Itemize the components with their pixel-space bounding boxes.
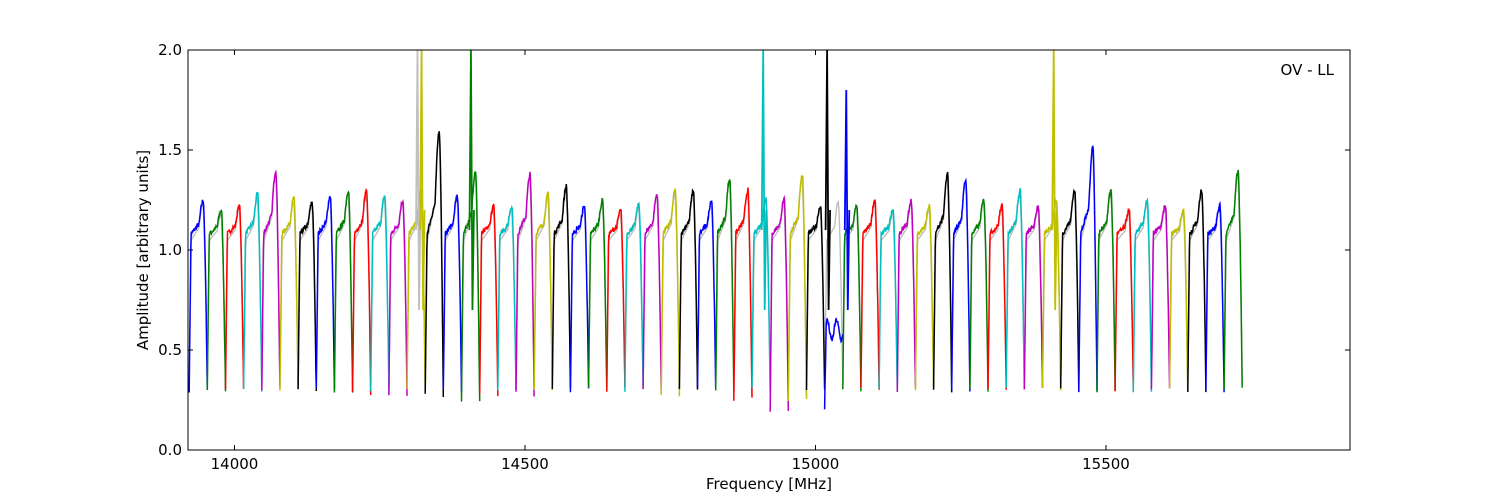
channel-trace (1023, 205, 1044, 390)
spike-mark (1051, 50, 1058, 311)
x-tick-label: 15500 (1082, 455, 1130, 473)
channel-trace (769, 194, 790, 412)
spike-mark (760, 50, 768, 311)
channel-trace (660, 188, 681, 397)
y-tick-label: 1.5 (158, 141, 182, 159)
y-axis-label: Amplitude [arbitrary units] (134, 150, 152, 350)
channel-trace (1223, 169, 1243, 390)
y-tick-label: 0.5 (158, 341, 182, 359)
channel-trace (569, 205, 590, 393)
channel-trace (206, 208, 227, 392)
channel-trace (188, 199, 209, 393)
channel-trace (1205, 200, 1225, 393)
channel-trace (1059, 188, 1080, 391)
channel-trace (642, 194, 662, 391)
channel-trace (932, 171, 953, 393)
chart-annotation: OV - LL (1281, 61, 1335, 79)
channel-trace (914, 203, 935, 391)
tick-layer: 14000 14500 15000 15500 0.0 0.5 1.0 1.5 2.0 (158, 41, 1350, 473)
spike-mark (419, 50, 426, 311)
channel-trace (224, 204, 245, 390)
channel-trace (624, 201, 644, 392)
channel-trace (1078, 145, 1098, 393)
channel-trace (987, 203, 1007, 390)
channel-trace (369, 195, 390, 392)
channel-trace (1150, 205, 1171, 390)
channel-trace (297, 201, 318, 392)
channel-trace (1132, 197, 1153, 393)
channel-trace (969, 198, 989, 392)
channel-trace (878, 209, 899, 390)
channel-trace (860, 199, 880, 390)
channel-trace (1096, 188, 1116, 393)
channel-trace (424, 131, 445, 398)
channel-trace (823, 317, 844, 410)
x-axis-label: Frequency [MHz] (706, 475, 832, 493)
channel-trace (950, 177, 971, 392)
channel-trace (733, 187, 753, 401)
series-layer (188, 50, 1243, 412)
channel-trace (1005, 188, 1026, 389)
spike-mark (468, 50, 475, 311)
channel-trace (388, 198, 408, 396)
channel-trace (896, 198, 917, 393)
channel-trace (315, 195, 336, 390)
channel-trace (787, 175, 808, 402)
channel-trace (533, 190, 554, 391)
y-tick-label: 1.0 (158, 241, 182, 259)
channel-trace (1114, 207, 1135, 392)
channel-trace (351, 188, 372, 396)
x-tick-label: 14500 (501, 455, 549, 473)
channel-trace (714, 179, 735, 392)
channel-trace (478, 203, 499, 397)
channel-trace (261, 169, 281, 391)
channel-trace (606, 208, 626, 392)
spike-mark (843, 89, 851, 311)
channel-trace (242, 191, 263, 392)
channel-trace (551, 184, 572, 389)
channel-trace (1168, 208, 1189, 391)
spike-mark (415, 50, 422, 311)
channel-trace (497, 204, 517, 391)
spike-mark (824, 50, 831, 311)
channel-trace (279, 196, 299, 391)
channel-trace (678, 187, 699, 390)
channel-trace (587, 197, 608, 388)
channel-trace (805, 206, 826, 391)
channel-trace (696, 200, 717, 389)
y-tick-label: 2.0 (158, 41, 182, 59)
channel-trace (842, 204, 862, 392)
channel-trace (1187, 189, 1207, 393)
channel-trace (333, 190, 354, 393)
x-tick-label: 14000 (211, 455, 259, 473)
y-tick-label: 0.0 (158, 441, 182, 459)
channel-trace (515, 171, 535, 397)
x-tick-label: 15000 (792, 455, 840, 473)
channel-trace (442, 194, 463, 392)
channel-trace (460, 171, 481, 402)
